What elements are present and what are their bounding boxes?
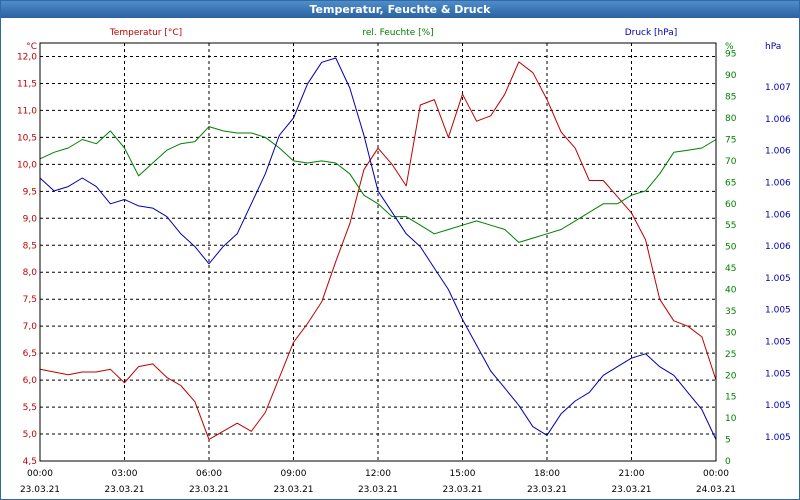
temperature-tick-label: 9,0: [23, 214, 38, 224]
x-tick-date: 23.03.21: [104, 485, 144, 495]
humidity-tick-label: 30: [725, 328, 737, 338]
temperature-tick-label: 8,0: [23, 268, 38, 278]
pressure-tick-label: 1.006: [765, 242, 791, 252]
humidity-tick-label: 95: [725, 50, 736, 60]
humidity-tick-label: 0: [725, 457, 731, 467]
humidity-tick-label: 10: [725, 414, 737, 424]
temperature-tick-label: 12,0: [17, 52, 37, 62]
temperature-tick-label: 11,0: [17, 106, 37, 116]
x-tick-date: 23.03.21: [189, 485, 229, 495]
pressure-axis-label: Druck [hPa]: [625, 28, 678, 38]
pressure-tick-label: 1.005: [765, 369, 791, 379]
humidity-tick-label: 40: [725, 286, 737, 296]
pressure-unit: hPa: [765, 42, 781, 52]
humidity-tick-label: 25: [725, 350, 736, 360]
pressure-tick-label: 1.005: [765, 401, 791, 411]
window-title: Temperatur, Feuchte & Druck: [309, 3, 491, 16]
temperature-tick-label: 6,5: [23, 349, 37, 359]
humidity-tick-label: 85: [725, 93, 736, 103]
humidity-tick-label: 90: [725, 71, 737, 81]
pressure-tick-label: 1.005: [765, 274, 791, 284]
pressure-tick-label: 1.005: [765, 306, 791, 316]
x-tick-date: 23.03.21: [358, 485, 398, 495]
pressure-tick-label: 1.006: [765, 147, 791, 157]
x-tick-time: 21:00: [619, 469, 645, 479]
temperature-axis-label: Temperatur [°C]: [109, 28, 182, 38]
humidity-tick-label: 55: [725, 221, 736, 231]
pressure-tick-label: 1.006: [765, 210, 791, 220]
humidity-tick-label: 65: [725, 178, 736, 188]
humidity-tick-label: 20: [725, 371, 737, 381]
x-tick-date: 23.03.21: [20, 485, 60, 495]
temperature-tick-label: 6,0: [23, 376, 38, 386]
temperature-tick-label: 7,0: [23, 322, 38, 332]
temperature-unit: °C: [26, 42, 37, 52]
x-tick-time: 06:00: [196, 469, 222, 479]
x-tick-time: 12:00: [365, 469, 391, 479]
x-tick-date: 23.03.21: [442, 485, 482, 495]
temperature-tick-label: 10,5: [17, 133, 37, 143]
humidity-tick-label: 80: [725, 114, 737, 124]
temperature-tick-label: 4,5: [23, 457, 37, 467]
temperature-tick-label: 11,5: [17, 79, 37, 89]
title-bar: Temperatur, Feuchte & Druck: [1, 1, 799, 18]
x-tick-time: 00:00: [703, 469, 729, 479]
x-tick-date: 23.03.21: [611, 485, 651, 495]
humidity-tick-label: 15: [725, 393, 736, 403]
pressure-tick-label: 1.006: [765, 178, 791, 188]
humidity-tick-label: 45: [725, 264, 736, 274]
temperature-tick-label: 5,5: [23, 403, 37, 413]
humidity-tick-label: 35: [725, 307, 736, 317]
x-tick-time: 09:00: [281, 469, 307, 479]
pressure-tick-label: 1.006: [765, 115, 791, 125]
temperature-tick-label: 9,5: [23, 187, 37, 197]
pressure-tick-label: 1.005: [765, 338, 791, 348]
humidity-tick-label: 75: [725, 135, 736, 145]
x-tick-time: 00:00: [27, 469, 53, 479]
x-tick-date: 23.03.21: [273, 485, 313, 495]
temperature-tick-label: 7,5: [23, 295, 37, 305]
grid: [40, 43, 716, 461]
x-tick-date: 24.03.21: [696, 485, 736, 495]
temperature-tick-label: 10,0: [17, 160, 37, 170]
humidity-tick-label: 70: [725, 157, 737, 167]
series-layer: [39, 57, 717, 440]
x-tick-time: 18:00: [534, 469, 560, 479]
temperature-tick-label: 8,5: [23, 241, 37, 251]
humidity-unit: %: [725, 42, 734, 52]
pressure-tick-label: 1.007: [765, 83, 791, 93]
humidity-axis-label: rel. Feuchte [%]: [362, 28, 433, 38]
series-line-temperature: [39, 61, 717, 440]
humidity-tick-label: 50: [725, 243, 737, 253]
x-tick-date: 23.03.21: [527, 485, 567, 495]
x-tick-time: 15:00: [450, 469, 476, 479]
axis-labels: 12,0 11,5 11,0 10,5 10,0 9,5 9,0 8,5 8,0 7,5 7,0 6,…: [17, 28, 791, 495]
humidity-tick-label: 60: [725, 200, 737, 210]
series-line-pressure: [39, 57, 717, 440]
temperature-tick-label: 5,0: [23, 430, 38, 440]
pressure-tick-label: 1.005: [765, 433, 791, 443]
series-line-humidity: [39, 126, 717, 243]
plot-frame: [39, 42, 717, 462]
x-tick-time: 03:00: [112, 469, 138, 479]
humidity-tick-label: 5: [725, 436, 731, 446]
